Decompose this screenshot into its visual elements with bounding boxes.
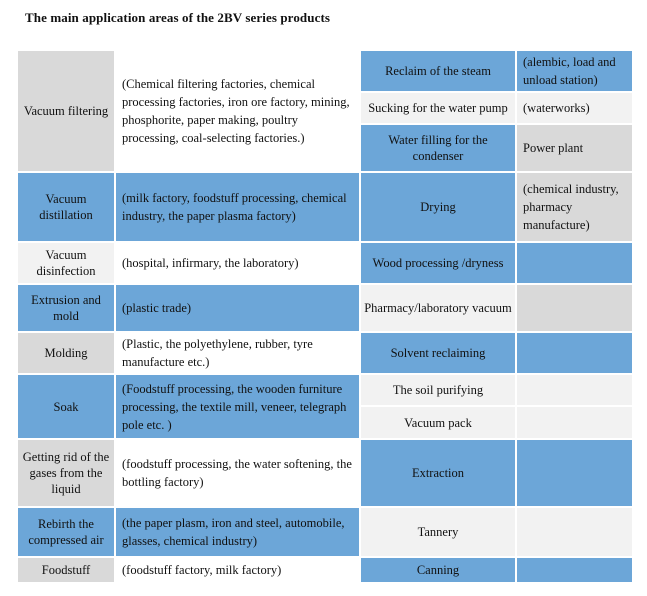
document-page: The main application areas of the 2BV se… bbox=[17, 10, 633, 583]
table-row: Vacuum disinfection (hospital, infirmary… bbox=[17, 242, 360, 284]
table-row: Sucking for the water pump (waterworks) bbox=[360, 92, 633, 124]
table-row: Water filling for the condenser Power pl… bbox=[360, 124, 633, 172]
application-areas-table: Vacuum filtering (Chemical filtering fac… bbox=[17, 50, 633, 583]
application-cell: Soak bbox=[17, 374, 115, 439]
table-row: Vacuum distillation (milk factory, foods… bbox=[17, 172, 360, 242]
industries-cell bbox=[516, 557, 633, 583]
table-row: Extrusion and mold (plastic trade) bbox=[17, 284, 360, 332]
table-row: Wood processing /dryness bbox=[360, 242, 633, 284]
industries-cell: (alembic, load and unload station) bbox=[516, 50, 633, 92]
table-row: Drying (chemical industry, pharmacy manu… bbox=[360, 172, 633, 242]
application-cell: Sucking for the water pump bbox=[360, 92, 516, 124]
industries-cell: (plastic trade) bbox=[115, 284, 360, 332]
industries-cell: (Chemical filtering factories, chemical … bbox=[115, 50, 360, 172]
application-cell: Canning bbox=[360, 557, 516, 583]
industries-cell: (chemical industry, pharmacy manufacture… bbox=[516, 172, 633, 242]
application-cell: The soil purifying bbox=[360, 374, 516, 406]
page-title: The main application areas of the 2BV se… bbox=[25, 10, 331, 25]
application-cell: Foodstuff bbox=[17, 557, 115, 583]
application-cell: Molding bbox=[17, 332, 115, 374]
industries-cell bbox=[516, 242, 633, 284]
table-right-half: Reclaim of the steam (alembic, load and … bbox=[360, 50, 633, 583]
application-cell: Vacuum filtering bbox=[17, 50, 115, 172]
application-cell: Extrusion and mold bbox=[17, 284, 115, 332]
application-cell: Vacuum pack bbox=[360, 406, 516, 439]
industries-cell bbox=[516, 374, 633, 406]
industries-cell bbox=[516, 439, 633, 507]
table-row: Reclaim of the steam (alembic, load and … bbox=[360, 50, 633, 92]
table-row: Molding (Plastic, the polyethylene, rubb… bbox=[17, 332, 360, 374]
industries-cell bbox=[516, 406, 633, 439]
industries-cell: (foodstuff processing, the water softeni… bbox=[115, 439, 360, 507]
table-row: Tannery bbox=[360, 507, 633, 557]
table-row: Pharmacy/laboratory vacuum bbox=[360, 284, 633, 332]
industries-cell: (foodstuff factory, milk factory) bbox=[115, 557, 360, 583]
table-row: Extraction bbox=[360, 439, 633, 507]
application-cell: Vacuum distillation bbox=[17, 172, 115, 242]
table-row: Vacuum pack bbox=[360, 406, 633, 439]
table-row: Vacuum filtering (Chemical filtering fac… bbox=[17, 50, 360, 172]
industries-cell: Power plant bbox=[516, 124, 633, 172]
table-row: The soil purifying bbox=[360, 374, 633, 406]
application-cell: Drying bbox=[360, 172, 516, 242]
industries-cell: (the paper plasm, iron and steel, automo… bbox=[115, 507, 360, 557]
industries-cell: (Plastic, the polyethylene, rubber, tyre… bbox=[115, 332, 360, 374]
industries-cell: (Foodstuff processing, the wooden furnit… bbox=[115, 374, 360, 439]
application-cell: Reclaim of the steam bbox=[360, 50, 516, 92]
table-row: Getting rid of the gases from the liquid… bbox=[17, 439, 360, 507]
table-row: Soak (Foodstuff processing, the wooden f… bbox=[17, 374, 360, 439]
application-cell: Getting rid of the gases from the liquid bbox=[17, 439, 115, 507]
application-cell: Extraction bbox=[360, 439, 516, 507]
industries-cell: (hospital, infirmary, the laboratory) bbox=[115, 242, 360, 284]
application-cell: Tannery bbox=[360, 507, 516, 557]
table-row: Canning bbox=[360, 557, 633, 583]
table-row: Rebirth the compressed air (the paper pl… bbox=[17, 507, 360, 557]
application-cell: Solvent reclaiming bbox=[360, 332, 516, 374]
application-cell: Water filling for the condenser bbox=[360, 124, 516, 172]
table-row: Solvent reclaiming bbox=[360, 332, 633, 374]
table-left-half: Vacuum filtering (Chemical filtering fac… bbox=[17, 50, 360, 583]
application-cell: Pharmacy/laboratory vacuum bbox=[360, 284, 516, 332]
industries-cell bbox=[516, 507, 633, 557]
industries-cell: (milk factory, foodstuff processing, che… bbox=[115, 172, 360, 242]
industries-cell bbox=[516, 332, 633, 374]
application-cell: Vacuum disinfection bbox=[17, 242, 115, 284]
application-cell: Wood processing /dryness bbox=[360, 242, 516, 284]
industries-cell bbox=[516, 284, 633, 332]
application-cell: Rebirth the compressed air bbox=[17, 507, 115, 557]
industries-cell: (waterworks) bbox=[516, 92, 633, 124]
table-row: Foodstuff (foodstuff factory, milk facto… bbox=[17, 557, 360, 583]
